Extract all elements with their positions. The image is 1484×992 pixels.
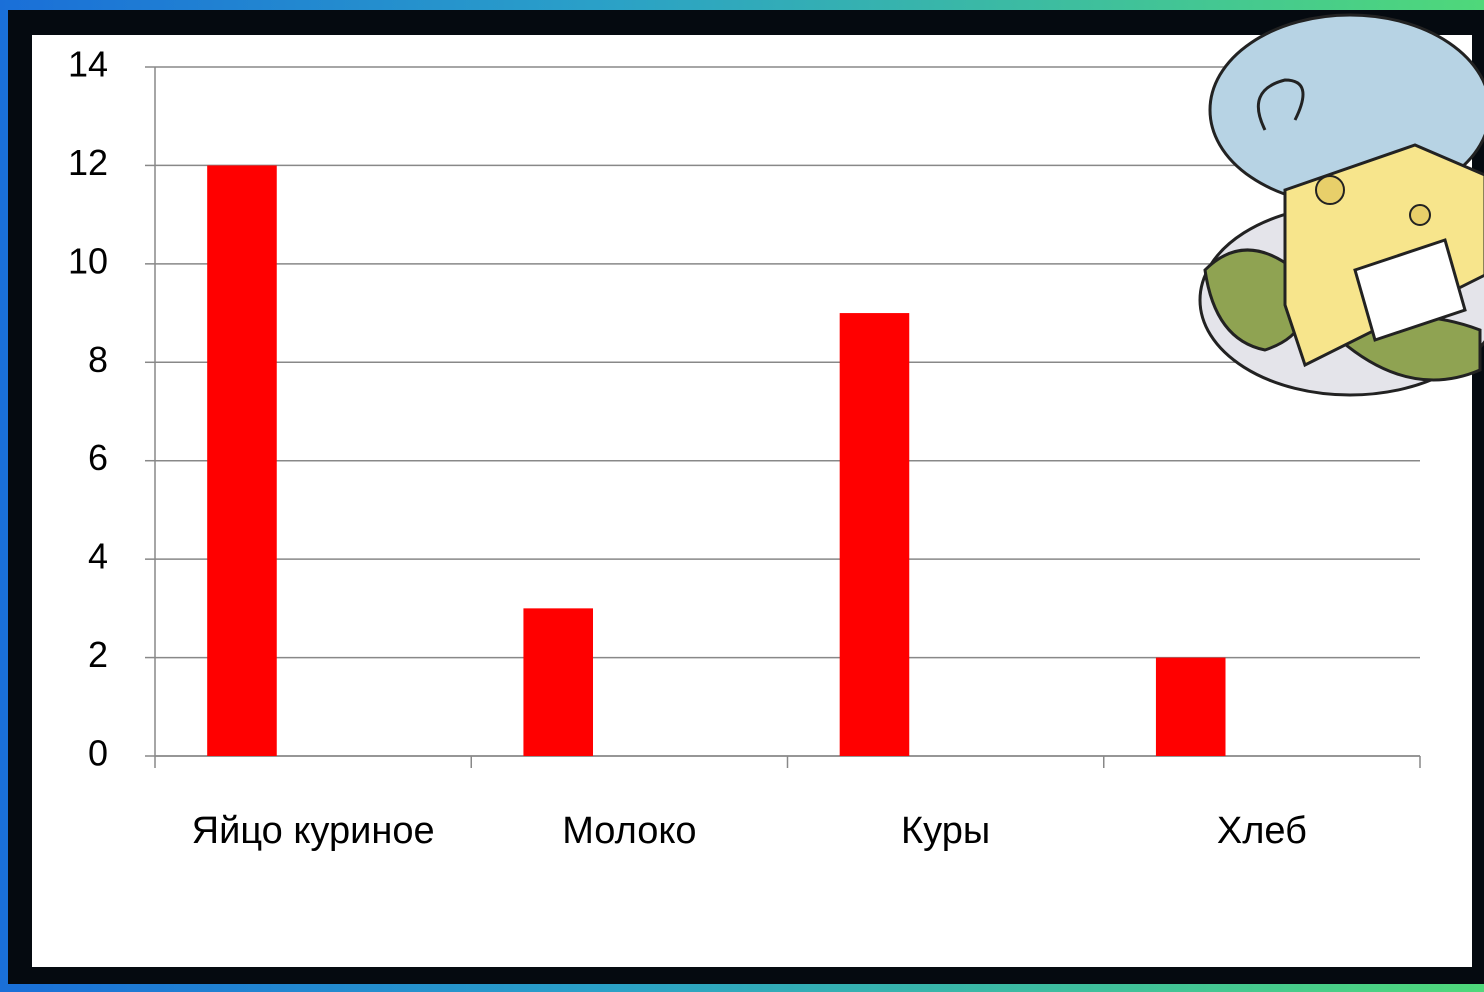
bar [207,165,277,756]
decoration-cheese-plate [1198,13,1484,397]
x-tick-label: Куры [901,810,990,852]
y-tick-label: 4 [88,536,108,577]
x-tick-label: Хлеб [1217,810,1307,852]
y-tick-label: 6 [88,437,108,478]
y-tick-label: 0 [88,733,108,774]
x-tick-label: Яйцо куриное [192,810,435,852]
y-tick-label: 14 [68,44,108,85]
bar [523,608,594,756]
bar [839,313,910,756]
y-tick-label: 8 [88,339,108,380]
y-tick-label: 2 [88,634,108,675]
bar [1155,657,1226,756]
y-tick-label: 10 [68,240,108,281]
x-tick-label: Молоко [562,810,696,852]
y-tick-label: 12 [68,142,108,183]
